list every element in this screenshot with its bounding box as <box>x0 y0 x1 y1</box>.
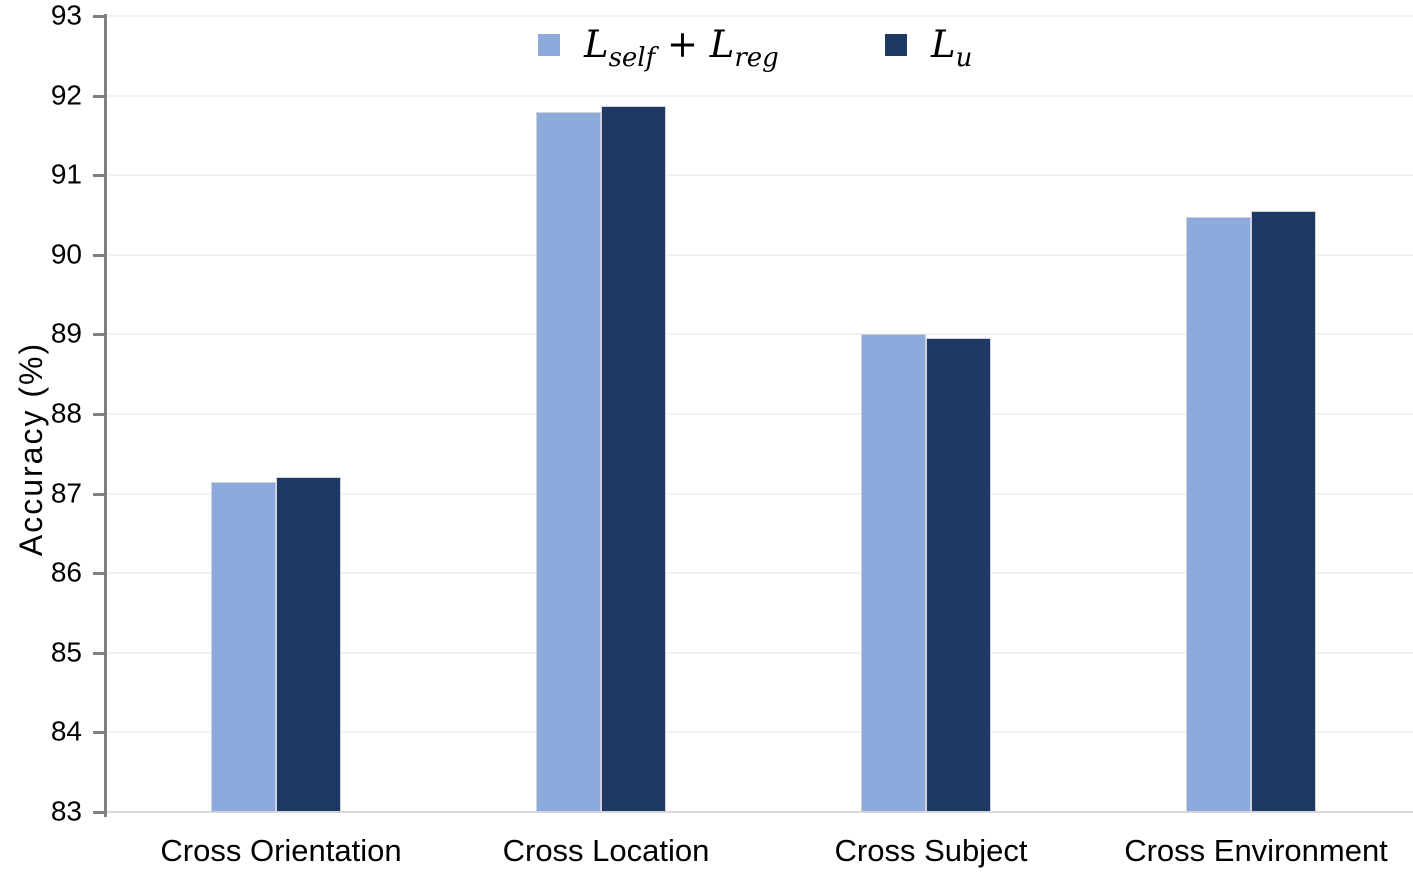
bar-L-self-L-reg-cross-location <box>536 112 601 812</box>
y-tick-label-91: 91 <box>50 158 82 190</box>
gridline-y-85 <box>104 651 1413 654</box>
y-axis-line <box>104 14 107 817</box>
y-axis-tick <box>93 413 104 416</box>
y-tick-label-85: 85 <box>50 636 82 668</box>
gridline-y-87 <box>104 492 1413 495</box>
gridline-y-90 <box>104 253 1413 256</box>
gridline-y-83 <box>104 811 1413 813</box>
gridline-y-89 <box>104 333 1413 336</box>
y-axis-tick <box>93 15 104 18</box>
y-axis-tick <box>93 253 104 257</box>
legend-label: Lu <box>931 23 973 74</box>
y-axis-tick <box>93 492 104 496</box>
y-axis-title: Accuracy (%) <box>13 341 49 557</box>
bar-L-u-cross-environment <box>1251 211 1316 812</box>
bar-L-u-cross-orientation <box>276 477 341 812</box>
x-category-label-cross-orientation: Cross Orientation <box>160 833 402 868</box>
y-axis-tick <box>93 174 104 178</box>
gridline-y-86 <box>104 572 1413 575</box>
y-tick-label-86: 86 <box>50 556 82 588</box>
legend: Lself + Lreg Lu <box>0 0 1413 74</box>
y-axis-tick <box>93 572 104 576</box>
y-tick-label-90: 90 <box>50 238 82 270</box>
legend-swatch-icon <box>885 33 907 56</box>
y-axis-tick <box>93 731 104 735</box>
gridline-y-88 <box>104 413 1413 415</box>
y-tick-label-87: 87 <box>50 477 82 509</box>
gridline-y-92 <box>104 94 1413 97</box>
gridline-y-93 <box>104 15 1413 17</box>
y-tick-label-89: 89 <box>50 317 82 349</box>
y-tick-label-92: 92 <box>50 79 82 111</box>
y-tick-label-83: 83 <box>50 795 82 827</box>
y-tick-label-88: 88 <box>50 397 82 429</box>
y-axis-tick <box>93 333 104 337</box>
x-category-label-cross-subject: Cross Subject <box>834 833 1028 868</box>
y-axis-tick <box>93 94 104 98</box>
x-category-label-cross-environment: Cross Environment <box>1124 833 1388 868</box>
x-category-label-cross-location: Cross Location <box>502 833 710 868</box>
gridline-y-91 <box>104 174 1413 177</box>
legend-label: Lself + Lreg <box>584 23 779 74</box>
y-tick-label-93: 93 <box>50 0 82 31</box>
legend-item-L-u: Lu <box>885 23 973 74</box>
bar-L-self-L-reg-cross-subject <box>861 334 926 812</box>
legend-item-L-self-L-reg: Lself + Lreg <box>538 23 779 74</box>
bar-L-u-cross-location <box>601 106 666 812</box>
y-tick-label-84: 84 <box>50 715 82 747</box>
legend-swatch-icon <box>538 33 560 56</box>
bar-L-u-cross-subject <box>926 338 991 812</box>
gridline-y-84 <box>104 731 1413 734</box>
bar-L-self-L-reg-cross-orientation <box>211 482 276 812</box>
y-axis-tick <box>93 651 104 655</box>
bar-L-self-L-reg-cross-environment <box>1186 217 1251 812</box>
y-axis-tick <box>93 811 104 814</box>
